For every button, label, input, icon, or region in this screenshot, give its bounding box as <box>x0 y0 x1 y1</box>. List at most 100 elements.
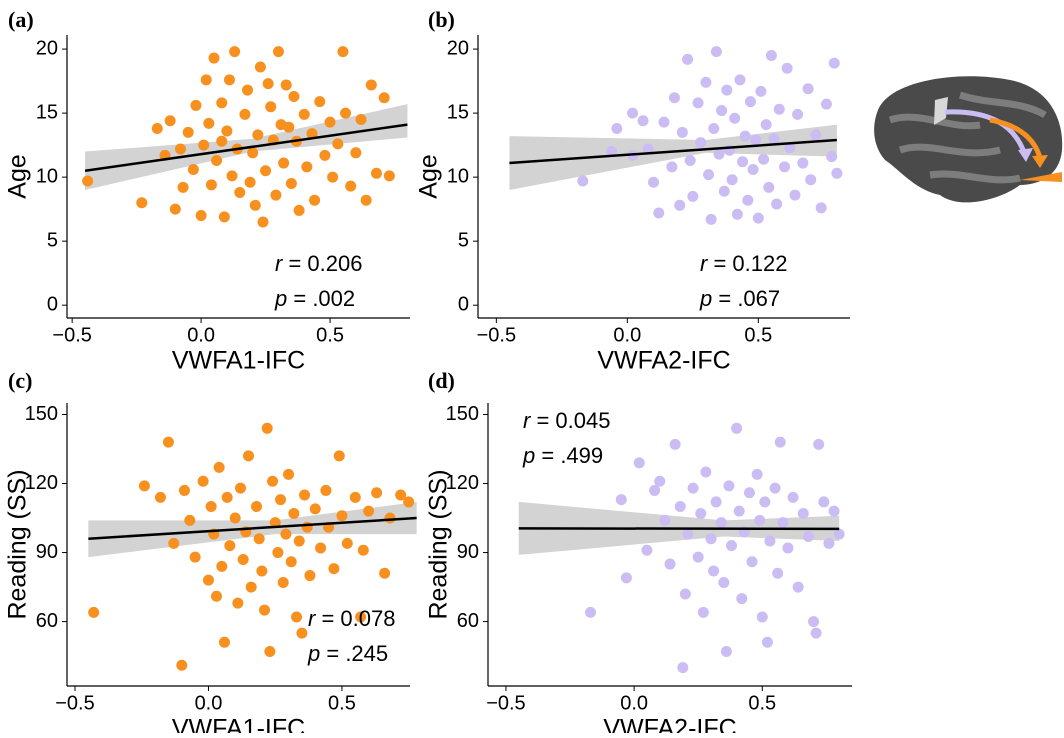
point <box>259 605 270 616</box>
point <box>264 646 275 657</box>
point <box>230 513 241 524</box>
point <box>777 517 788 528</box>
point <box>163 437 174 448</box>
point <box>258 216 269 227</box>
point <box>716 105 727 116</box>
point <box>638 115 649 126</box>
point <box>734 74 745 85</box>
point <box>659 515 670 526</box>
point <box>793 582 804 593</box>
point <box>384 513 395 524</box>
point <box>238 554 249 565</box>
point <box>165 115 176 126</box>
point <box>769 133 780 144</box>
point <box>206 179 217 190</box>
point <box>299 490 310 501</box>
point <box>740 131 751 142</box>
point <box>744 487 755 498</box>
point <box>761 119 772 130</box>
x-axis-title: VWFA1-IFC <box>172 715 305 733</box>
point <box>621 572 632 583</box>
point <box>708 123 719 134</box>
point <box>198 476 209 487</box>
point <box>283 122 294 133</box>
point <box>273 46 284 57</box>
point <box>693 552 704 563</box>
point <box>211 591 222 602</box>
point <box>708 565 719 576</box>
point <box>275 494 286 505</box>
point <box>798 508 809 519</box>
point <box>680 588 691 599</box>
confidence-band <box>509 125 836 190</box>
point <box>371 168 382 179</box>
point <box>227 170 238 181</box>
point <box>687 191 698 202</box>
point <box>356 114 367 125</box>
point <box>379 92 390 103</box>
y-tick-label: 150 <box>446 403 479 425</box>
point <box>302 522 313 533</box>
point <box>334 450 345 461</box>
x-tick-label: 0.5 <box>328 692 356 714</box>
point <box>634 457 645 468</box>
stat-annotation: p = .067 <box>699 286 780 311</box>
stat-annotation: r = 0.078 <box>308 606 395 631</box>
point <box>627 108 638 119</box>
point <box>726 540 737 551</box>
point <box>831 168 842 179</box>
point <box>649 485 660 496</box>
y-tick-label: 0 <box>458 293 469 315</box>
x-tick-label: −0.5 <box>52 324 91 346</box>
point <box>170 204 181 215</box>
point <box>737 156 748 167</box>
point <box>216 561 227 572</box>
point <box>219 211 230 222</box>
point <box>808 616 819 627</box>
point <box>304 570 315 581</box>
point <box>675 501 686 512</box>
point <box>670 439 681 450</box>
point <box>750 135 761 146</box>
point <box>771 199 782 210</box>
point <box>742 195 753 206</box>
x-tick-label: −0.5 <box>486 692 525 714</box>
point <box>718 577 729 588</box>
point <box>209 53 220 64</box>
point <box>281 79 292 90</box>
point <box>82 175 93 186</box>
brain-illustration <box>874 76 1062 202</box>
point <box>727 174 738 185</box>
point <box>759 496 770 507</box>
point <box>260 165 271 176</box>
point <box>232 598 243 609</box>
point <box>190 100 201 111</box>
point <box>254 533 265 544</box>
point <box>243 450 254 461</box>
point <box>829 506 840 517</box>
panel-label: (c) <box>8 368 32 393</box>
x-tick-label: 0.0 <box>620 692 648 714</box>
point <box>693 97 704 108</box>
point <box>229 46 240 57</box>
point <box>723 480 734 491</box>
point <box>666 161 677 172</box>
point <box>682 529 693 540</box>
point <box>327 172 338 183</box>
point <box>772 568 783 579</box>
point <box>753 213 764 224</box>
point <box>315 542 326 553</box>
point <box>731 423 742 434</box>
point <box>826 151 837 162</box>
point <box>211 155 222 166</box>
point <box>711 496 722 507</box>
point <box>685 155 696 166</box>
point <box>734 506 745 517</box>
point <box>677 662 688 673</box>
point <box>299 109 310 120</box>
point <box>654 476 665 487</box>
point <box>336 510 347 521</box>
point <box>770 483 781 494</box>
point <box>309 195 320 206</box>
point <box>585 607 596 618</box>
